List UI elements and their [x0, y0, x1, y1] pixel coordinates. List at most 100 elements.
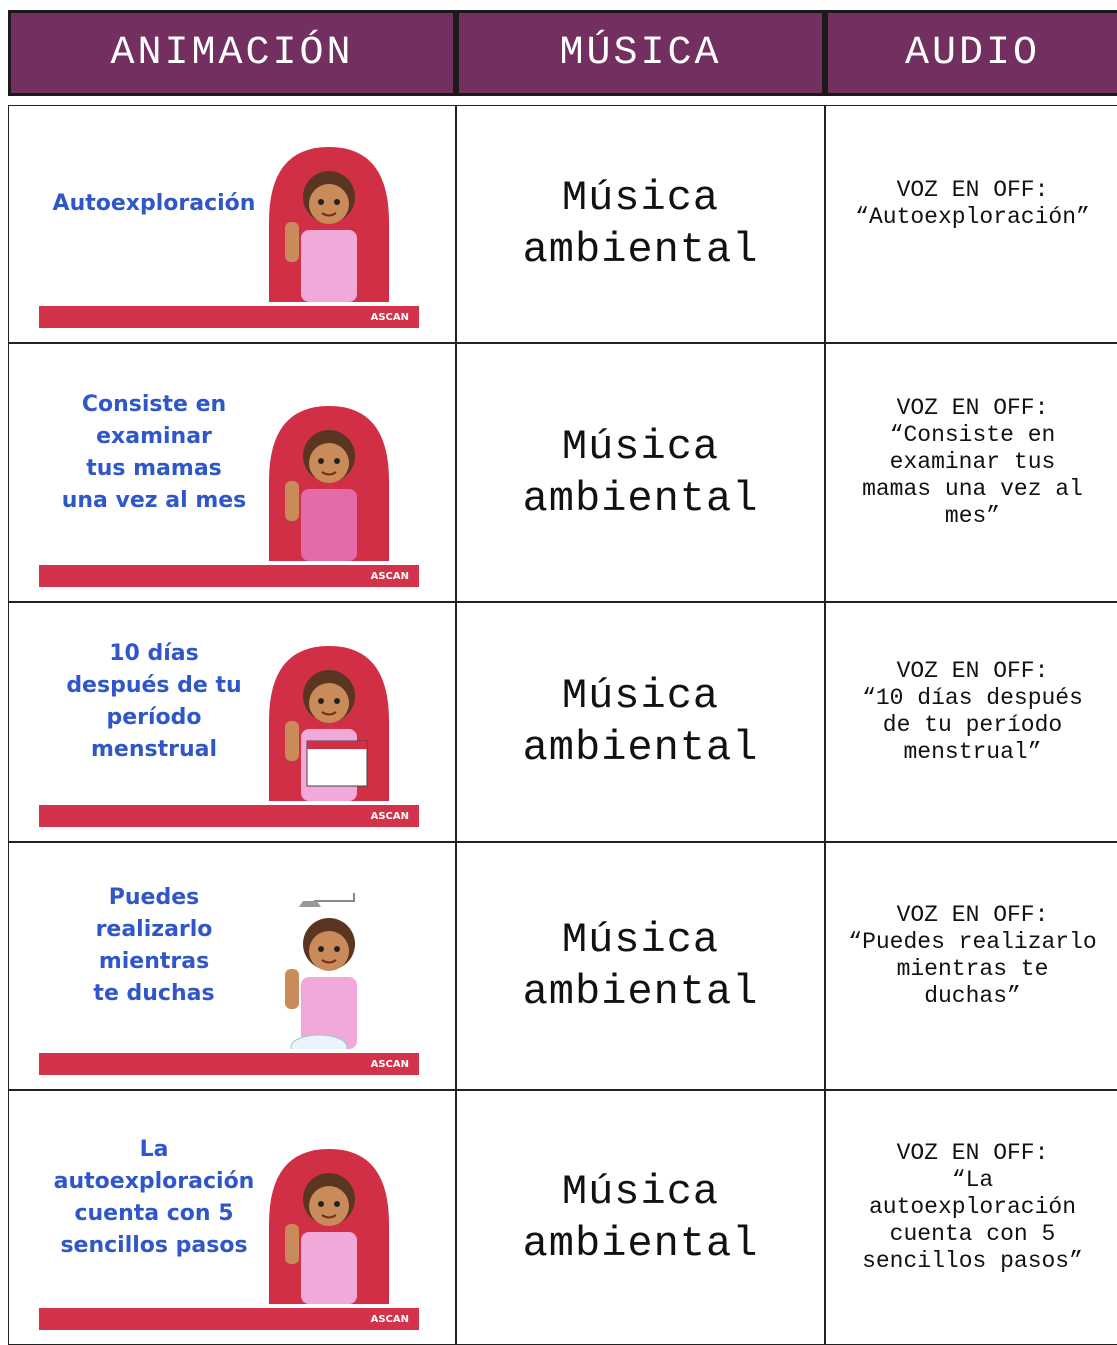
- illustration-part: [301, 1232, 357, 1304]
- music-line: Música: [561, 422, 720, 471]
- audio-cell: VOZ EN OFF: “La autoexploración cuenta con …: [825, 1090, 1117, 1345]
- illustration-part: [318, 1201, 324, 1207]
- slide-text-line: después de tu: [66, 673, 242, 698]
- illustration-part: [285, 222, 299, 262]
- music-line: Música: [561, 174, 720, 222]
- illustration-part: [285, 481, 299, 521]
- logo: ASCAN: [370, 1058, 409, 1070]
- animation-cell: Autoexploración ASCAN: [8, 105, 456, 343]
- slide-text: Autoexploración: [29, 106, 279, 302]
- illustration-part: [314, 893, 355, 902]
- slide-text: 10 días después de tu período menstrual: [29, 603, 279, 801]
- illustration-part: [318, 458, 324, 464]
- audio-cell: VOZ EN OFF: “Puedes realizarlo mientras te…: [825, 842, 1117, 1090]
- illustration-part: [269, 147, 389, 302]
- slide-text-line: mientras: [98, 949, 210, 974]
- audio-line: VOZ EN OFF:: [896, 902, 1049, 928]
- music-line: ambiental: [522, 968, 759, 1016]
- audio-line: VOZ EN OFF:: [896, 395, 1049, 421]
- logo: ASCAN: [370, 311, 409, 323]
- audio-line: mes”: [944, 503, 1001, 529]
- illustration-part: [318, 946, 324, 952]
- audio-line: de tu período: [882, 712, 1063, 738]
- music-cell: Música ambiental: [456, 842, 825, 1090]
- audio-cell: VOZ EN OFF: “Consiste en examinar tus mamas…: [825, 343, 1117, 602]
- slide-text-line: autoexploración: [53, 1168, 255, 1194]
- slide-thumbnail: 10 días después de tu período menstrual ASCA…: [9, 603, 455, 841]
- music-cell: Música ambiental: [456, 105, 825, 343]
- logo: ASCAN: [370, 810, 409, 822]
- animation-cell: La autoexploración cuenta con 5 sencillos p…: [8, 1090, 456, 1345]
- slide-thumbnail: Autoexploración ASCAN: [9, 106, 455, 342]
- slide-text-line: Consiste en: [81, 391, 227, 417]
- illustration-part: [269, 1149, 389, 1304]
- slide-text-line: realizarlo: [95, 917, 213, 942]
- logo: ASCAN: [370, 570, 409, 582]
- illustration-part: [269, 406, 389, 561]
- audio-line: menstrual”: [903, 739, 1042, 765]
- illustration-part: [285, 969, 299, 1009]
- illustration-part: [321, 959, 337, 964]
- music-cell: Música ambiental: [456, 602, 825, 842]
- slide-bar: ASCAN: [39, 306, 419, 328]
- audio-line: duchas”: [924, 983, 1021, 1009]
- illustration-part: [285, 1224, 299, 1264]
- illustration: [269, 646, 389, 801]
- illustration-part: [299, 901, 321, 907]
- illustration-part: [318, 698, 324, 704]
- audio-line: VOZ EN OFF:: [896, 1140, 1049, 1166]
- audio-line: “Puedes realizarlo: [848, 929, 1097, 955]
- illustration-part: [301, 977, 357, 1049]
- illustration-part: [334, 458, 340, 464]
- music-line: ambiental: [522, 1219, 759, 1268]
- audio-line: mientras te: [896, 956, 1049, 982]
- slide-thumbnail: La autoexploración cuenta con 5 sencillos p…: [9, 1091, 455, 1344]
- slide-text-line: examinar: [96, 423, 212, 449]
- illustration: [269, 1149, 389, 1304]
- illustration-part: [309, 931, 349, 971]
- slide-thumbnail: Puedes realizarlo mientras te duchas ASCAN: [9, 843, 455, 1089]
- animation-cell: 10 días después de tu período menstrual ASCA…: [8, 602, 456, 842]
- slide-text: Consiste en examinar tus mamas una vez al m…: [29, 344, 279, 561]
- audio-line: “Consiste en: [889, 422, 1056, 448]
- audio-line: “Autoexploración”: [855, 204, 1090, 230]
- music-line: Música: [561, 916, 720, 964]
- illustration-part: [321, 1214, 337, 1219]
- audio-line: cuenta con 5: [889, 1221, 1056, 1247]
- slide-text: Puedes realizarlo mientras te duchas: [29, 843, 279, 1049]
- slide-text-line: te duchas: [93, 981, 215, 1006]
- slide-bar: ASCAN: [39, 805, 419, 827]
- slide-text-line: Autoexploración: [52, 191, 256, 216]
- music-line: Música: [561, 672, 720, 720]
- music-line: Música: [561, 1167, 720, 1216]
- music-line: ambiental: [522, 724, 759, 772]
- illustration-part: [301, 489, 357, 561]
- illustration-part: [309, 184, 349, 224]
- illustration-part: [290, 1034, 348, 1049]
- audio-line: autoexploración: [868, 1194, 1077, 1220]
- music-line: ambiental: [522, 474, 759, 523]
- audio-cell: VOZ EN OFF: “Autoexploración”: [825, 105, 1117, 343]
- illustration-part: [301, 230, 357, 302]
- illustration: [285, 893, 357, 1049]
- slide-text-line: menstrual: [90, 737, 218, 762]
- header-cell: ANIMACIÓN: [8, 10, 456, 96]
- illustration: [269, 147, 389, 302]
- audio-line: “10 días después: [862, 685, 1083, 711]
- illustration-part: [321, 471, 337, 476]
- illustration-part: [321, 711, 337, 716]
- illustration-part: [309, 1186, 349, 1226]
- audio-line: sencillos pasos”: [862, 1248, 1083, 1274]
- illustration-part: [334, 1201, 340, 1207]
- slide-text: La autoexploración cuenta con 5 sencillos p…: [29, 1091, 279, 1304]
- illustration-part: [334, 946, 340, 952]
- header-cell: AUDIO: [825, 10, 1117, 96]
- slide-text-line: cuenta con 5: [74, 1200, 234, 1226]
- slide-text-line: una vez al mes: [61, 487, 247, 513]
- slide-bar: ASCAN: [39, 1053, 419, 1075]
- illustration-part: [285, 721, 299, 761]
- slide-thumbnail: Consiste en examinar tus mamas una vez al m…: [9, 344, 455, 601]
- audio-line: “La: [951, 1167, 994, 1193]
- music-cell: Música ambiental: [456, 1090, 825, 1345]
- slide-text-line: 10 días: [109, 641, 199, 666]
